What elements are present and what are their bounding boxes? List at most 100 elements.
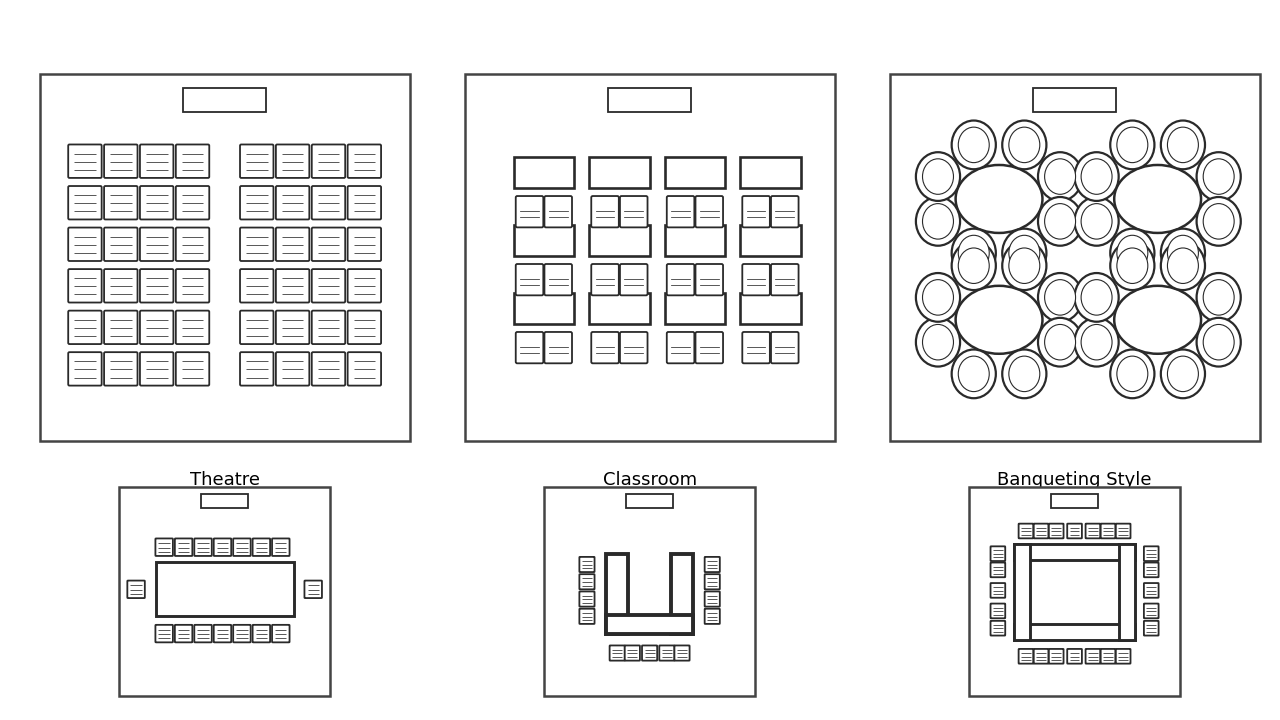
FancyBboxPatch shape (348, 310, 381, 344)
Ellipse shape (1117, 127, 1148, 163)
Ellipse shape (1038, 273, 1082, 322)
FancyBboxPatch shape (155, 625, 173, 642)
Ellipse shape (923, 279, 954, 315)
FancyBboxPatch shape (175, 539, 192, 556)
Bar (664, 158, 726, 188)
Ellipse shape (916, 152, 960, 201)
Bar (183, 88, 266, 112)
Bar (513, 158, 575, 188)
FancyBboxPatch shape (544, 264, 572, 295)
FancyBboxPatch shape (1144, 603, 1158, 618)
FancyBboxPatch shape (659, 645, 675, 661)
FancyBboxPatch shape (742, 264, 769, 295)
Ellipse shape (959, 248, 989, 284)
Bar (201, 494, 248, 508)
Bar (589, 293, 650, 323)
FancyBboxPatch shape (175, 186, 209, 220)
Ellipse shape (1117, 248, 1148, 284)
Bar (589, 225, 650, 256)
Ellipse shape (1002, 120, 1047, 169)
FancyBboxPatch shape (620, 196, 648, 228)
FancyBboxPatch shape (1144, 546, 1158, 561)
FancyBboxPatch shape (241, 269, 274, 302)
Ellipse shape (1082, 204, 1112, 239)
FancyBboxPatch shape (127, 580, 145, 598)
FancyBboxPatch shape (544, 196, 572, 228)
Ellipse shape (1082, 159, 1112, 194)
Text: Theatre: Theatre (189, 471, 260, 489)
FancyBboxPatch shape (273, 625, 289, 642)
FancyBboxPatch shape (1068, 523, 1082, 539)
FancyBboxPatch shape (580, 608, 594, 624)
Ellipse shape (1197, 318, 1240, 366)
FancyBboxPatch shape (140, 228, 173, 261)
FancyBboxPatch shape (991, 562, 1005, 577)
FancyBboxPatch shape (276, 228, 310, 261)
FancyBboxPatch shape (620, 332, 648, 364)
FancyBboxPatch shape (516, 264, 543, 295)
Ellipse shape (1161, 241, 1204, 290)
Ellipse shape (1038, 318, 1082, 366)
Ellipse shape (1203, 279, 1234, 315)
Ellipse shape (1167, 235, 1198, 271)
Ellipse shape (1203, 325, 1234, 360)
Ellipse shape (916, 197, 960, 246)
Ellipse shape (923, 159, 954, 194)
Bar (626, 494, 673, 508)
Ellipse shape (1197, 152, 1240, 201)
FancyBboxPatch shape (1034, 523, 1048, 539)
FancyBboxPatch shape (695, 332, 723, 364)
FancyBboxPatch shape (104, 186, 137, 220)
FancyBboxPatch shape (276, 310, 310, 344)
FancyBboxPatch shape (991, 603, 1005, 618)
Bar (1033, 88, 1116, 112)
Ellipse shape (1161, 229, 1204, 277)
FancyBboxPatch shape (620, 264, 648, 295)
FancyBboxPatch shape (68, 145, 101, 178)
Bar (1014, 624, 1135, 640)
Ellipse shape (1110, 349, 1155, 398)
FancyBboxPatch shape (104, 269, 137, 302)
Ellipse shape (951, 120, 996, 169)
FancyBboxPatch shape (195, 625, 211, 642)
FancyBboxPatch shape (252, 539, 270, 556)
FancyBboxPatch shape (609, 645, 625, 661)
FancyBboxPatch shape (175, 228, 209, 261)
Bar (671, 554, 692, 634)
Bar (664, 293, 726, 323)
FancyBboxPatch shape (991, 583, 1005, 598)
Ellipse shape (959, 235, 989, 271)
FancyBboxPatch shape (214, 625, 232, 642)
Ellipse shape (1044, 159, 1075, 194)
FancyBboxPatch shape (348, 145, 381, 178)
Ellipse shape (923, 325, 954, 360)
Bar (607, 615, 692, 634)
FancyBboxPatch shape (68, 186, 101, 220)
FancyBboxPatch shape (1085, 649, 1101, 664)
FancyBboxPatch shape (104, 228, 137, 261)
FancyBboxPatch shape (175, 310, 209, 344)
Ellipse shape (1044, 279, 1075, 315)
FancyBboxPatch shape (140, 310, 173, 344)
FancyBboxPatch shape (544, 332, 572, 364)
Bar (1051, 494, 1098, 508)
FancyBboxPatch shape (1144, 562, 1158, 577)
Ellipse shape (956, 286, 1042, 354)
FancyBboxPatch shape (68, 310, 101, 344)
Ellipse shape (1114, 286, 1201, 354)
Ellipse shape (1038, 152, 1082, 201)
FancyBboxPatch shape (273, 539, 289, 556)
Text: Banqueting Style: Banqueting Style (997, 471, 1152, 489)
FancyBboxPatch shape (140, 186, 173, 220)
FancyBboxPatch shape (695, 196, 723, 228)
FancyBboxPatch shape (991, 546, 1005, 561)
FancyBboxPatch shape (667, 332, 694, 364)
Ellipse shape (951, 241, 996, 290)
Ellipse shape (1161, 349, 1204, 398)
FancyBboxPatch shape (175, 269, 209, 302)
Ellipse shape (1044, 204, 1075, 239)
Bar (513, 225, 575, 256)
Ellipse shape (1161, 120, 1204, 169)
FancyBboxPatch shape (1144, 583, 1158, 598)
FancyBboxPatch shape (68, 269, 101, 302)
